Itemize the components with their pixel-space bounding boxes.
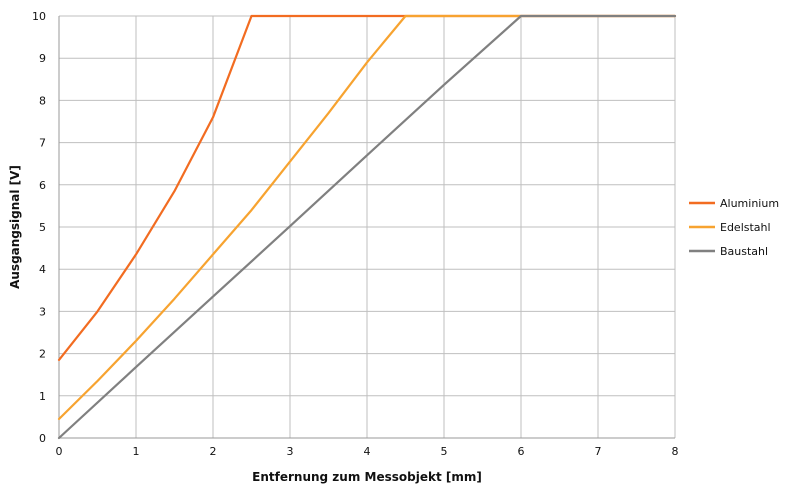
x-tick-labels: 0 1 2 3 4 5 6 7 8 <box>56 445 679 458</box>
y-tick-label: 6 <box>39 179 46 192</box>
x-tick-label: 0 <box>56 445 63 458</box>
x-tick-label: 5 <box>441 445 448 458</box>
series-line-baustahl <box>57 14 677 440</box>
y-tick-label: 2 <box>39 348 46 361</box>
legend-label-edelstahl: Edelstahl <box>720 221 771 234</box>
x-tick-label: 7 <box>595 445 602 458</box>
y-tick-label: 0 <box>39 432 46 445</box>
y-tick-label: 4 <box>39 263 46 276</box>
grid <box>58 15 676 439</box>
y-tick-label: 9 <box>39 52 46 65</box>
series-lines <box>57 14 677 440</box>
x-tick-label: 8 <box>672 445 679 458</box>
y-tick-labels: 0 1 2 3 4 5 6 7 8 9 10 <box>32 10 46 445</box>
x-axis-title: Entfernung zum Messobjekt [mm] <box>252 470 482 484</box>
x-tick-label: 3 <box>287 445 294 458</box>
y-axis-title: Ausgangsignal [V] <box>8 165 22 289</box>
series-line-edelstahl <box>57 14 677 421</box>
y-tick-label: 8 <box>39 94 46 107</box>
x-tick-label: 4 <box>364 445 371 458</box>
y-tick-label: 1 <box>39 390 46 403</box>
x-tick-label: 6 <box>518 445 525 458</box>
y-tick-label: 7 <box>39 137 46 150</box>
legend-label-aluminium: Aluminium <box>720 197 779 210</box>
x-tick-label: 1 <box>133 445 140 458</box>
y-tick-label: 5 <box>39 221 46 234</box>
y-tick-label: 3 <box>39 305 46 318</box>
legend-label-baustahl: Baustahl <box>720 245 768 258</box>
axes <box>58 16 675 439</box>
legend: Aluminium Edelstahl Baustahl <box>689 197 779 258</box>
x-tick-label: 2 <box>210 445 217 458</box>
y-tick-label: 10 <box>32 10 46 23</box>
series-line-aluminium <box>57 14 677 361</box>
